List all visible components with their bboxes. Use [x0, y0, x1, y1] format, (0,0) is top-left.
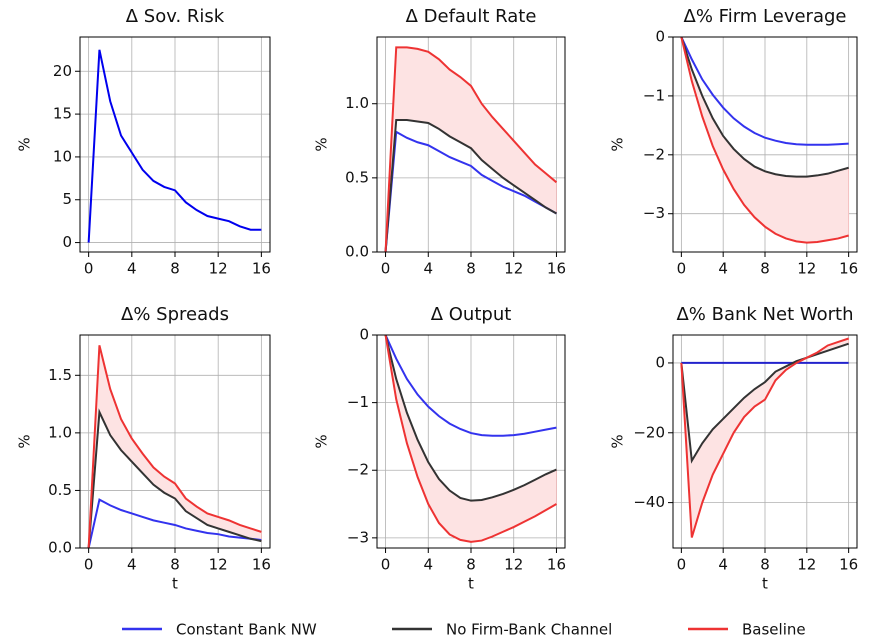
series-line	[680, 337, 849, 538]
plot-frame	[376, 334, 566, 549]
y-tick-label: −1	[643, 86, 665, 104]
x-tick-label: 12	[504, 260, 523, 278]
x-tick-label: 12	[504, 556, 523, 574]
y-tick-label: 0	[359, 326, 369, 344]
x-tick-label: 12	[797, 260, 816, 278]
chart-title: Δ Default Rate	[406, 6, 537, 27]
chart-title: Δ% Firm Leverage	[684, 6, 847, 27]
y-tick-label: −3	[347, 528, 369, 546]
x-axis-label: t	[468, 575, 474, 593]
y-axis-label: %	[313, 137, 331, 151]
y-axis-label: %	[609, 137, 627, 151]
chart-title: Δ% Spreads	[121, 304, 229, 325]
y-tick-label: −2	[347, 461, 369, 479]
plot-frame	[79, 36, 271, 253]
y-tick-label: −40	[633, 493, 665, 511]
y-tick-label: 1.5	[48, 366, 72, 384]
y-tick-label: 0.5	[48, 481, 72, 499]
plot-frame	[672, 334, 858, 549]
y-tick-label: −1	[347, 393, 369, 411]
y-tick-label: 1.0	[48, 423, 72, 441]
x-tick-label: 0	[84, 260, 94, 278]
series-line	[384, 334, 557, 502]
x-tick-label: 16	[252, 260, 271, 278]
y-tick-label: 0.5	[345, 168, 369, 186]
y-tick-label: 20	[53, 62, 72, 80]
series-line	[384, 46, 558, 253]
x-tick-label: 0	[381, 260, 391, 278]
legend-label: No Firm-Bank Channel	[446, 621, 612, 639]
y-tick-label: 0.0	[345, 243, 369, 261]
x-tick-label: 4	[423, 260, 433, 278]
x-tick-label: 8	[466, 260, 476, 278]
y-axis-label: %	[16, 434, 34, 448]
x-tick-label: 0	[84, 556, 94, 574]
x-tick-label: 12	[797, 556, 816, 574]
x-tick-label: 8	[170, 260, 180, 278]
x-tick-label: 4	[127, 556, 137, 574]
y-tick-label: 0.0	[48, 539, 72, 557]
x-tick-label: 16	[252, 556, 271, 574]
series-line	[680, 36, 849, 244]
x-tick-label: 12	[209, 556, 228, 574]
x-axis-label: t	[762, 575, 768, 593]
y-tick-label: 0	[62, 233, 72, 251]
x-tick-label: 16	[547, 556, 566, 574]
y-axis-label: %	[609, 434, 627, 448]
series-line	[680, 36, 849, 146]
y-tick-label: 5	[62, 190, 72, 208]
series-line	[87, 498, 262, 549]
series-line	[384, 119, 557, 253]
y-tick-label: −20	[633, 423, 665, 441]
y-axis-label: %	[16, 137, 34, 151]
x-tick-label: 16	[839, 556, 858, 574]
series-line	[384, 130, 557, 253]
y-tick-label: 15	[53, 105, 72, 123]
legend-label: Baseline	[742, 621, 806, 639]
y-axis-label: %	[313, 434, 331, 448]
x-axis-label: t	[172, 575, 178, 593]
legend-label: Constant Bank NW	[176, 621, 317, 639]
x-tick-label: 0	[677, 260, 687, 278]
chart-title: Δ Output	[431, 304, 512, 325]
plot-frame	[672, 36, 858, 253]
chart-title: Δ Sov. Risk	[126, 6, 225, 27]
y-tick-label: 1.0	[345, 94, 369, 112]
x-tick-label: 8	[170, 556, 180, 574]
x-tick-label: 8	[760, 260, 770, 278]
x-tick-label: 4	[718, 260, 728, 278]
y-tick-label: 0	[655, 353, 665, 371]
series-line	[87, 49, 262, 243]
x-tick-label: 4	[718, 556, 728, 574]
series-line	[384, 334, 557, 437]
y-tick-label: 0	[655, 28, 665, 46]
x-tick-label: 0	[677, 556, 687, 574]
x-tick-label: 8	[760, 556, 770, 574]
chart-title: Δ% Bank Net Worth	[676, 304, 853, 325]
series-line	[384, 334, 557, 543]
x-tick-label: 0	[381, 556, 391, 574]
series-line	[680, 36, 849, 178]
plot-frame	[79, 334, 271, 549]
x-tick-label: 16	[547, 260, 566, 278]
series-line	[87, 345, 262, 549]
x-tick-label: 12	[209, 260, 228, 278]
x-tick-label: 16	[839, 260, 858, 278]
y-tick-label: −3	[643, 204, 665, 222]
y-tick-label: 10	[53, 147, 72, 165]
x-tick-label: 8	[466, 556, 476, 574]
series-line	[680, 342, 849, 464]
x-tick-label: 4	[423, 556, 433, 574]
y-tick-label: −2	[643, 145, 665, 163]
x-tick-label: 4	[127, 260, 137, 278]
plot-frame	[376, 36, 566, 253]
series-line	[87, 408, 262, 549]
